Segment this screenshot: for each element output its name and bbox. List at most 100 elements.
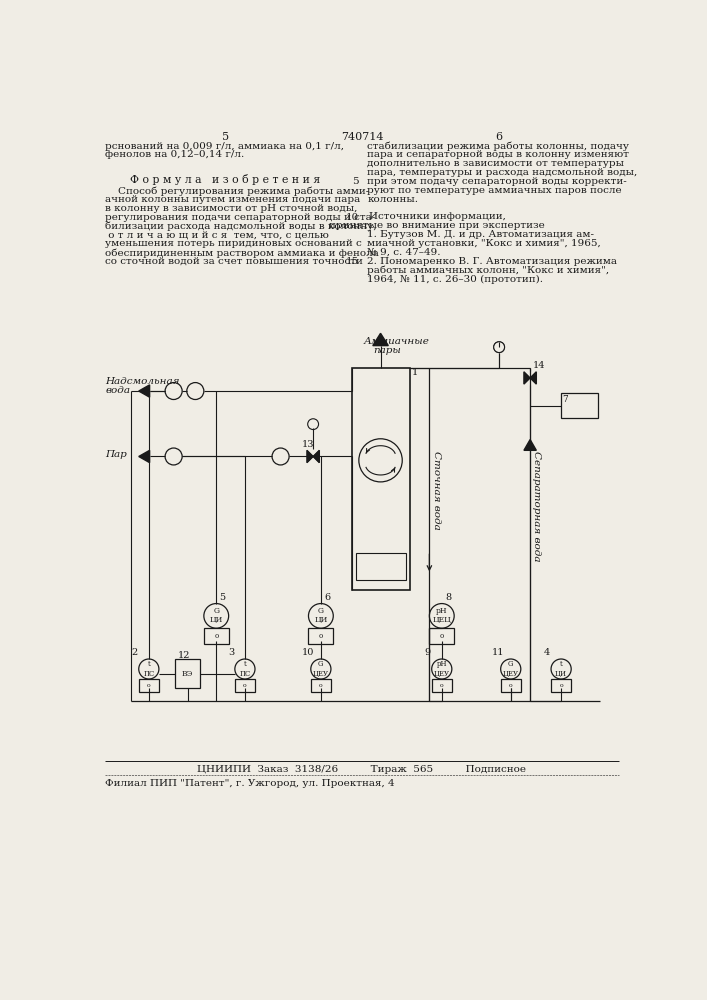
Circle shape: [165, 383, 182, 400]
Polygon shape: [530, 372, 537, 384]
Text: пара и сепараторной воды в колонну изменяют: пара и сепараторной воды в колонну измен…: [368, 150, 629, 159]
Text: Надсмольная: Надсмольная: [105, 377, 180, 386]
Text: o: o: [509, 683, 513, 688]
Text: o: o: [440, 683, 444, 688]
Circle shape: [235, 659, 255, 679]
Text: со сточной водой за счет повышения точности: со сточной водой за счет повышения точно…: [105, 257, 363, 266]
Text: o: o: [319, 632, 323, 640]
Bar: [308, 628, 333, 644]
Bar: [139, 679, 159, 692]
Text: фенолов на 0,12–0,14 г/л.: фенолов на 0,12–0,14 г/л.: [105, 150, 245, 159]
Circle shape: [429, 604, 454, 628]
Text: t
ЦИ: t ЦИ: [555, 660, 567, 678]
Text: Ф о р м у л а   и з о б р е т е н и я: Ф о р м у л а и з о б р е т е н и я: [130, 174, 321, 185]
Text: билизации расхода надсмольной воды в колонну,: билизации расхода надсмольной воды в кол…: [105, 222, 377, 231]
Text: 6: 6: [496, 132, 503, 142]
Text: 5: 5: [352, 177, 359, 186]
Polygon shape: [139, 385, 150, 397]
Text: Сепараторная вода: Сепараторная вода: [532, 451, 542, 562]
Text: 6: 6: [324, 593, 330, 602]
Bar: [175, 659, 200, 688]
Circle shape: [308, 419, 319, 430]
Text: 14: 14: [532, 361, 545, 370]
Text: G
ЦЕУ: G ЦЕУ: [503, 660, 519, 678]
Text: o: o: [147, 683, 151, 688]
Text: принятые во внимание при экспертизе: принятые во внимание при экспертизе: [329, 221, 545, 230]
Text: регулирования подачи сепараторной воды и ста-: регулирования подачи сепараторной воды и…: [105, 213, 375, 222]
Polygon shape: [313, 450, 320, 463]
Text: Аммиачные: Аммиачные: [363, 337, 429, 346]
Text: G
ЦЕУ: G ЦЕУ: [313, 660, 329, 678]
Text: 10: 10: [346, 213, 359, 222]
Text: 1964, № 11, с. 26–30 (прототип).: 1964, № 11, с. 26–30 (прототип).: [368, 274, 544, 284]
Text: o: o: [319, 683, 323, 688]
Text: t
ПС: t ПС: [239, 660, 250, 678]
Text: 15: 15: [346, 257, 359, 266]
Circle shape: [187, 383, 204, 400]
Text: 9: 9: [425, 648, 431, 657]
Circle shape: [359, 439, 402, 482]
Bar: [561, 393, 598, 418]
Text: вода: вода: [105, 386, 130, 395]
Text: Источники информации,: Источники информации,: [368, 212, 506, 221]
Text: 8: 8: [445, 593, 451, 602]
Text: пара, температуры и расхода надсмольной воды,: пара, температуры и расхода надсмольной …: [368, 168, 638, 177]
Circle shape: [272, 448, 289, 465]
Text: о т л и ч а ю щ и й с я  тем, что, с целью: о т л и ч а ю щ и й с я тем, что, с цель…: [105, 230, 329, 239]
Circle shape: [432, 659, 452, 679]
Text: 7: 7: [563, 395, 568, 404]
Text: работы аммиачных колонн, "Кокс и химия",: работы аммиачных колонн, "Кокс и химия",: [368, 266, 609, 275]
Text: G
ЦИ: G ЦИ: [209, 607, 223, 624]
Text: 5: 5: [219, 593, 226, 602]
Bar: [501, 679, 521, 692]
Bar: [235, 679, 255, 692]
Text: уменьшения потерь пиридиновых оснований с: уменьшения потерь пиридиновых оснований …: [105, 239, 362, 248]
Bar: [352, 368, 410, 590]
Text: o: o: [440, 632, 444, 640]
Text: рснований на 0,009 г/л, аммиака на 0,1 г/л,: рснований на 0,009 г/л, аммиака на 0,1 г…: [105, 142, 344, 151]
Text: 3: 3: [228, 648, 234, 657]
Text: t
ПС: t ПС: [144, 660, 154, 678]
Text: стабилизации режима работы колонны, подачу: стабилизации режима работы колонны, пода…: [368, 142, 629, 151]
Bar: [204, 628, 228, 644]
Circle shape: [551, 659, 571, 679]
Polygon shape: [373, 333, 388, 346]
Text: дополнительно в зависимости от температуры: дополнительно в зависимости от температу…: [368, 159, 624, 168]
Bar: [432, 679, 452, 692]
Text: рН
ЦЕУ: рН ЦЕУ: [434, 660, 450, 678]
Polygon shape: [139, 450, 150, 463]
Text: при этом подачу сепараторной воды корректи-: при этом подачу сепараторной воды коррек…: [368, 177, 627, 186]
Polygon shape: [524, 372, 530, 384]
Text: обеспиридиненным раствором аммиака и фенола: обеспиридиненным раствором аммиака и фен…: [105, 248, 379, 258]
Text: рН
ЦЕЦ: рН ЦЕЦ: [433, 607, 451, 624]
Polygon shape: [307, 450, 313, 463]
Text: 13: 13: [301, 440, 314, 449]
Text: Способ регулирования режима работы амми-: Способ регулирования режима работы амми-: [105, 186, 370, 196]
Text: G
ЦИ: G ЦИ: [314, 607, 327, 624]
Circle shape: [204, 604, 228, 628]
Circle shape: [311, 659, 331, 679]
Text: Пар: Пар: [105, 450, 127, 459]
Text: 5: 5: [222, 132, 229, 142]
Polygon shape: [524, 440, 537, 450]
Bar: [551, 679, 571, 692]
Text: ВЭ: ВЭ: [182, 670, 193, 678]
Text: колонны.: колонны.: [368, 195, 419, 204]
Text: руют по температуре аммиачных паров после: руют по температуре аммиачных паров посл…: [368, 186, 622, 195]
Circle shape: [501, 659, 521, 679]
Circle shape: [493, 342, 505, 353]
Text: 2. Пономаренко В. Г. Автоматизация режима: 2. Пономаренко В. Г. Автоматизация режим…: [368, 257, 617, 266]
Circle shape: [308, 604, 333, 628]
Text: миачной установки, "Кокс и химия", 1965,: миачной установки, "Кокс и химия", 1965,: [368, 239, 601, 248]
Circle shape: [139, 659, 159, 679]
Bar: [311, 679, 331, 692]
Bar: [429, 628, 454, 644]
Text: o: o: [214, 632, 218, 640]
Text: ЦНИИПИ  Заказ  3138/26          Тираж  565          Подписное: ЦНИИПИ Заказ 3138/26 Тираж 565 Подписное: [197, 765, 527, 774]
Text: пары: пары: [373, 346, 401, 355]
Text: 10: 10: [303, 648, 315, 657]
Text: 11: 11: [492, 648, 505, 657]
Text: в колонну в зависимости от pH сточной воды,: в колонну в зависимости от pH сточной во…: [105, 204, 358, 213]
Text: 2: 2: [132, 648, 138, 657]
Text: Сточная вода: Сточная вода: [432, 451, 440, 530]
